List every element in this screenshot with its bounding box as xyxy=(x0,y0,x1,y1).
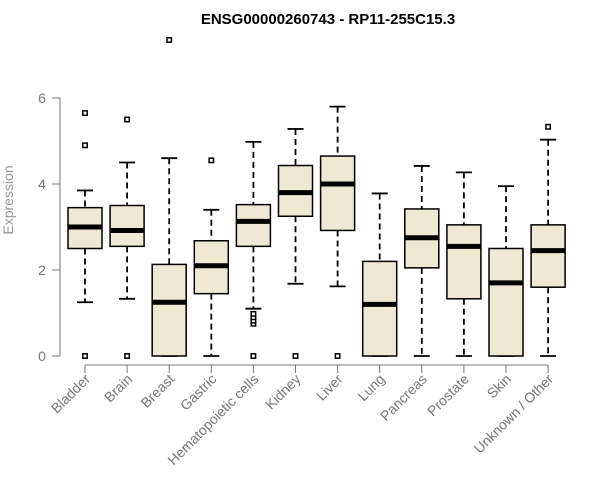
iqr-box xyxy=(151,263,187,357)
box-group xyxy=(193,157,230,357)
outlier-point xyxy=(82,353,88,359)
y-tick-label: 6 xyxy=(38,90,46,106)
box-group xyxy=(488,185,524,357)
iqr-box xyxy=(530,224,566,288)
x-tick-label: Prostate xyxy=(424,371,472,419)
outlier-point xyxy=(208,157,215,164)
box-group xyxy=(319,105,356,359)
iqr-box xyxy=(361,260,398,357)
outlier-point xyxy=(82,110,88,116)
y-axis-label: Expression xyxy=(0,165,16,234)
box-group xyxy=(235,140,272,359)
x-tick-label: Bladder xyxy=(48,371,94,417)
x-tick-label: Liver xyxy=(313,371,346,404)
y-tick-label: 0 xyxy=(38,348,46,364)
iqr-box xyxy=(488,247,524,357)
outlier-point xyxy=(545,123,552,130)
outlier-point xyxy=(250,310,257,317)
outlier-point xyxy=(124,353,131,359)
x-tick-label: Breast xyxy=(137,371,177,411)
outlier-point xyxy=(250,353,257,359)
x-tick-label: Lung xyxy=(354,371,387,404)
iqr-box xyxy=(319,155,356,232)
outlier-point xyxy=(166,37,173,43)
x-tick-label: Brain xyxy=(101,371,135,405)
box-group xyxy=(277,128,314,359)
chart-title: ENSG00000260743 - RP11-255C15.3 xyxy=(201,11,455,28)
outlier-point xyxy=(334,353,341,359)
x-tick-label: Pancreas xyxy=(377,371,430,424)
y-tick-label: 2 xyxy=(38,262,46,278)
box-group xyxy=(530,123,566,357)
outlier-point xyxy=(124,116,131,123)
x-tick-label: Kidney xyxy=(262,371,304,413)
box-series xyxy=(67,37,566,359)
iqr-box xyxy=(235,203,272,248)
iqr-box xyxy=(446,224,482,300)
box-group xyxy=(446,171,482,357)
x-tick-label: Skin xyxy=(484,371,515,402)
y-tick-label: 4 xyxy=(38,176,46,192)
box-group xyxy=(151,37,187,357)
box-group xyxy=(404,165,440,357)
outlier-point xyxy=(82,142,88,149)
y-axis: 0 2 4 6 xyxy=(38,90,61,364)
box-group xyxy=(109,116,145,359)
iqr-box xyxy=(109,204,145,248)
box-group xyxy=(361,192,398,357)
box-group xyxy=(67,110,103,359)
outlier-point xyxy=(292,353,299,359)
x-tick-label: Unknown / Other xyxy=(471,371,557,457)
